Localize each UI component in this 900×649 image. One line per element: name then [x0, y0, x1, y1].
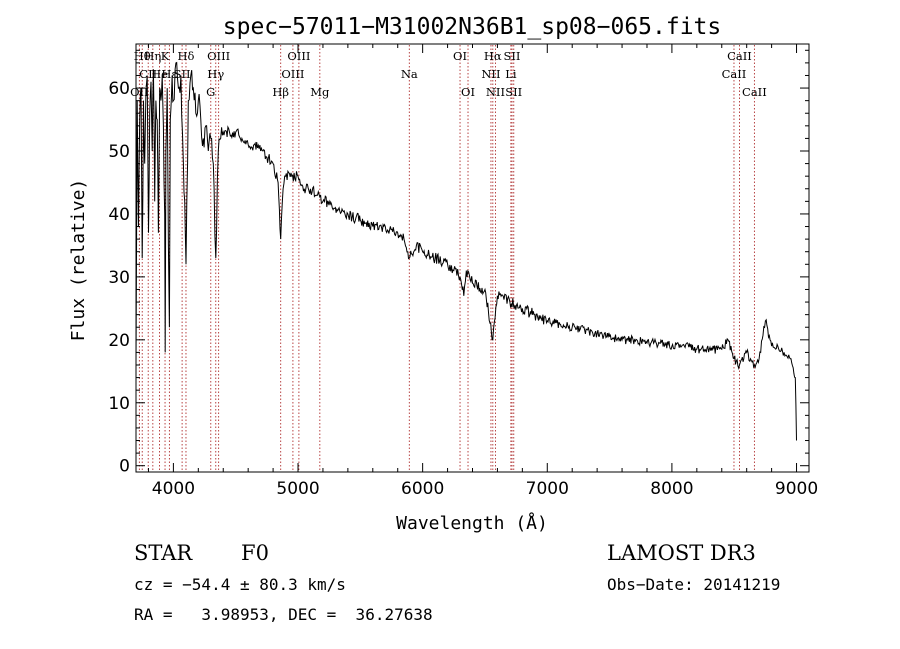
line-label-26: CaII: [727, 49, 752, 63]
spectral-line-markers: [138, 45, 755, 471]
line-label-6: Hε: [161, 67, 177, 81]
line-label-27: CaII: [742, 85, 767, 99]
line-label-10: Hγ: [207, 67, 224, 81]
line-label-11: OIII: [207, 49, 230, 63]
x-axis-ticks: 4000 5000 6000 7000 8000 9000: [147, 44, 818, 499]
survey-name: LAMOST DR3: [607, 541, 756, 565]
chart-title: spec−57011−M31002N36B1_sp08−065.fits: [223, 14, 722, 40]
line-label-20: Hα: [484, 49, 502, 63]
object-class: STAR: [134, 541, 193, 565]
plot-frame: [135, 43, 810, 473]
line-label-13: OIII: [281, 67, 304, 81]
line-label-12: Hβ: [272, 85, 289, 99]
line-label-8: SII: [174, 67, 191, 81]
x-tick-label-4: 8000: [650, 479, 693, 499]
line-label-14: OIII: [287, 49, 310, 63]
y-tick-label-2: 20: [108, 331, 130, 351]
line-label-16: Na: [401, 67, 418, 81]
spectral-line-labels: OIIHθCIIHηHeKHεHδSIIGHγOIIIHβOIIIOIIIMgN…: [130, 49, 767, 99]
spectrum-line-0: [135, 61, 797, 441]
line-label-1: Hθ: [134, 49, 151, 63]
line-label-17: OI: [453, 49, 467, 63]
object-subclass: F0: [241, 541, 269, 565]
line-label-5: K: [161, 49, 170, 63]
line-label-25: CaII: [722, 67, 747, 81]
y-tick-label-1: 10: [108, 394, 130, 414]
coordinates: RA = 3.98953, DEC = 36.27638: [134, 605, 433, 624]
y-tick-label-0: 0: [119, 457, 130, 477]
line-label-3: Hη: [144, 49, 161, 63]
line-label-21: NII: [486, 85, 505, 99]
line-label-15: Mg: [310, 85, 330, 99]
y-axis-label: Flux (relative): [68, 179, 89, 342]
line-label-7: Hδ: [177, 49, 194, 63]
line-label-18: OI: [461, 85, 475, 99]
observation-date: Obs−Date: 20141219: [607, 575, 780, 594]
line-label-4: He: [151, 67, 168, 81]
line-label-19: NII: [481, 67, 500, 81]
line-label-9: G: [206, 85, 215, 99]
redshift-velocity: cz = −54.4 ± 80.3 km/s: [134, 575, 346, 594]
line-label-22: SII: [504, 49, 521, 63]
line-label-2: CII: [139, 67, 157, 81]
line-label-23: SII: [505, 85, 522, 99]
x-tick-label-3: 7000: [526, 479, 569, 499]
y-axis-ticks: 0 10 20 30 40 50 60: [108, 49, 809, 477]
line-label-24: Li: [505, 67, 517, 81]
y-tick-label-3: 30: [108, 268, 130, 288]
x-tick-label-2: 6000: [401, 479, 444, 499]
y-tick-label-6: 60: [108, 79, 130, 99]
y-tick-label-4: 40: [108, 205, 130, 225]
x-tick-label-0: 4000: [152, 479, 195, 499]
y-tick-label-5: 50: [108, 142, 130, 162]
spectrum-series: [135, 61, 797, 441]
x-tick-label-5: 9000: [775, 479, 818, 499]
x-tick-label-1: 5000: [276, 479, 319, 499]
x-axis-label: Wavelength (Å): [396, 512, 548, 534]
